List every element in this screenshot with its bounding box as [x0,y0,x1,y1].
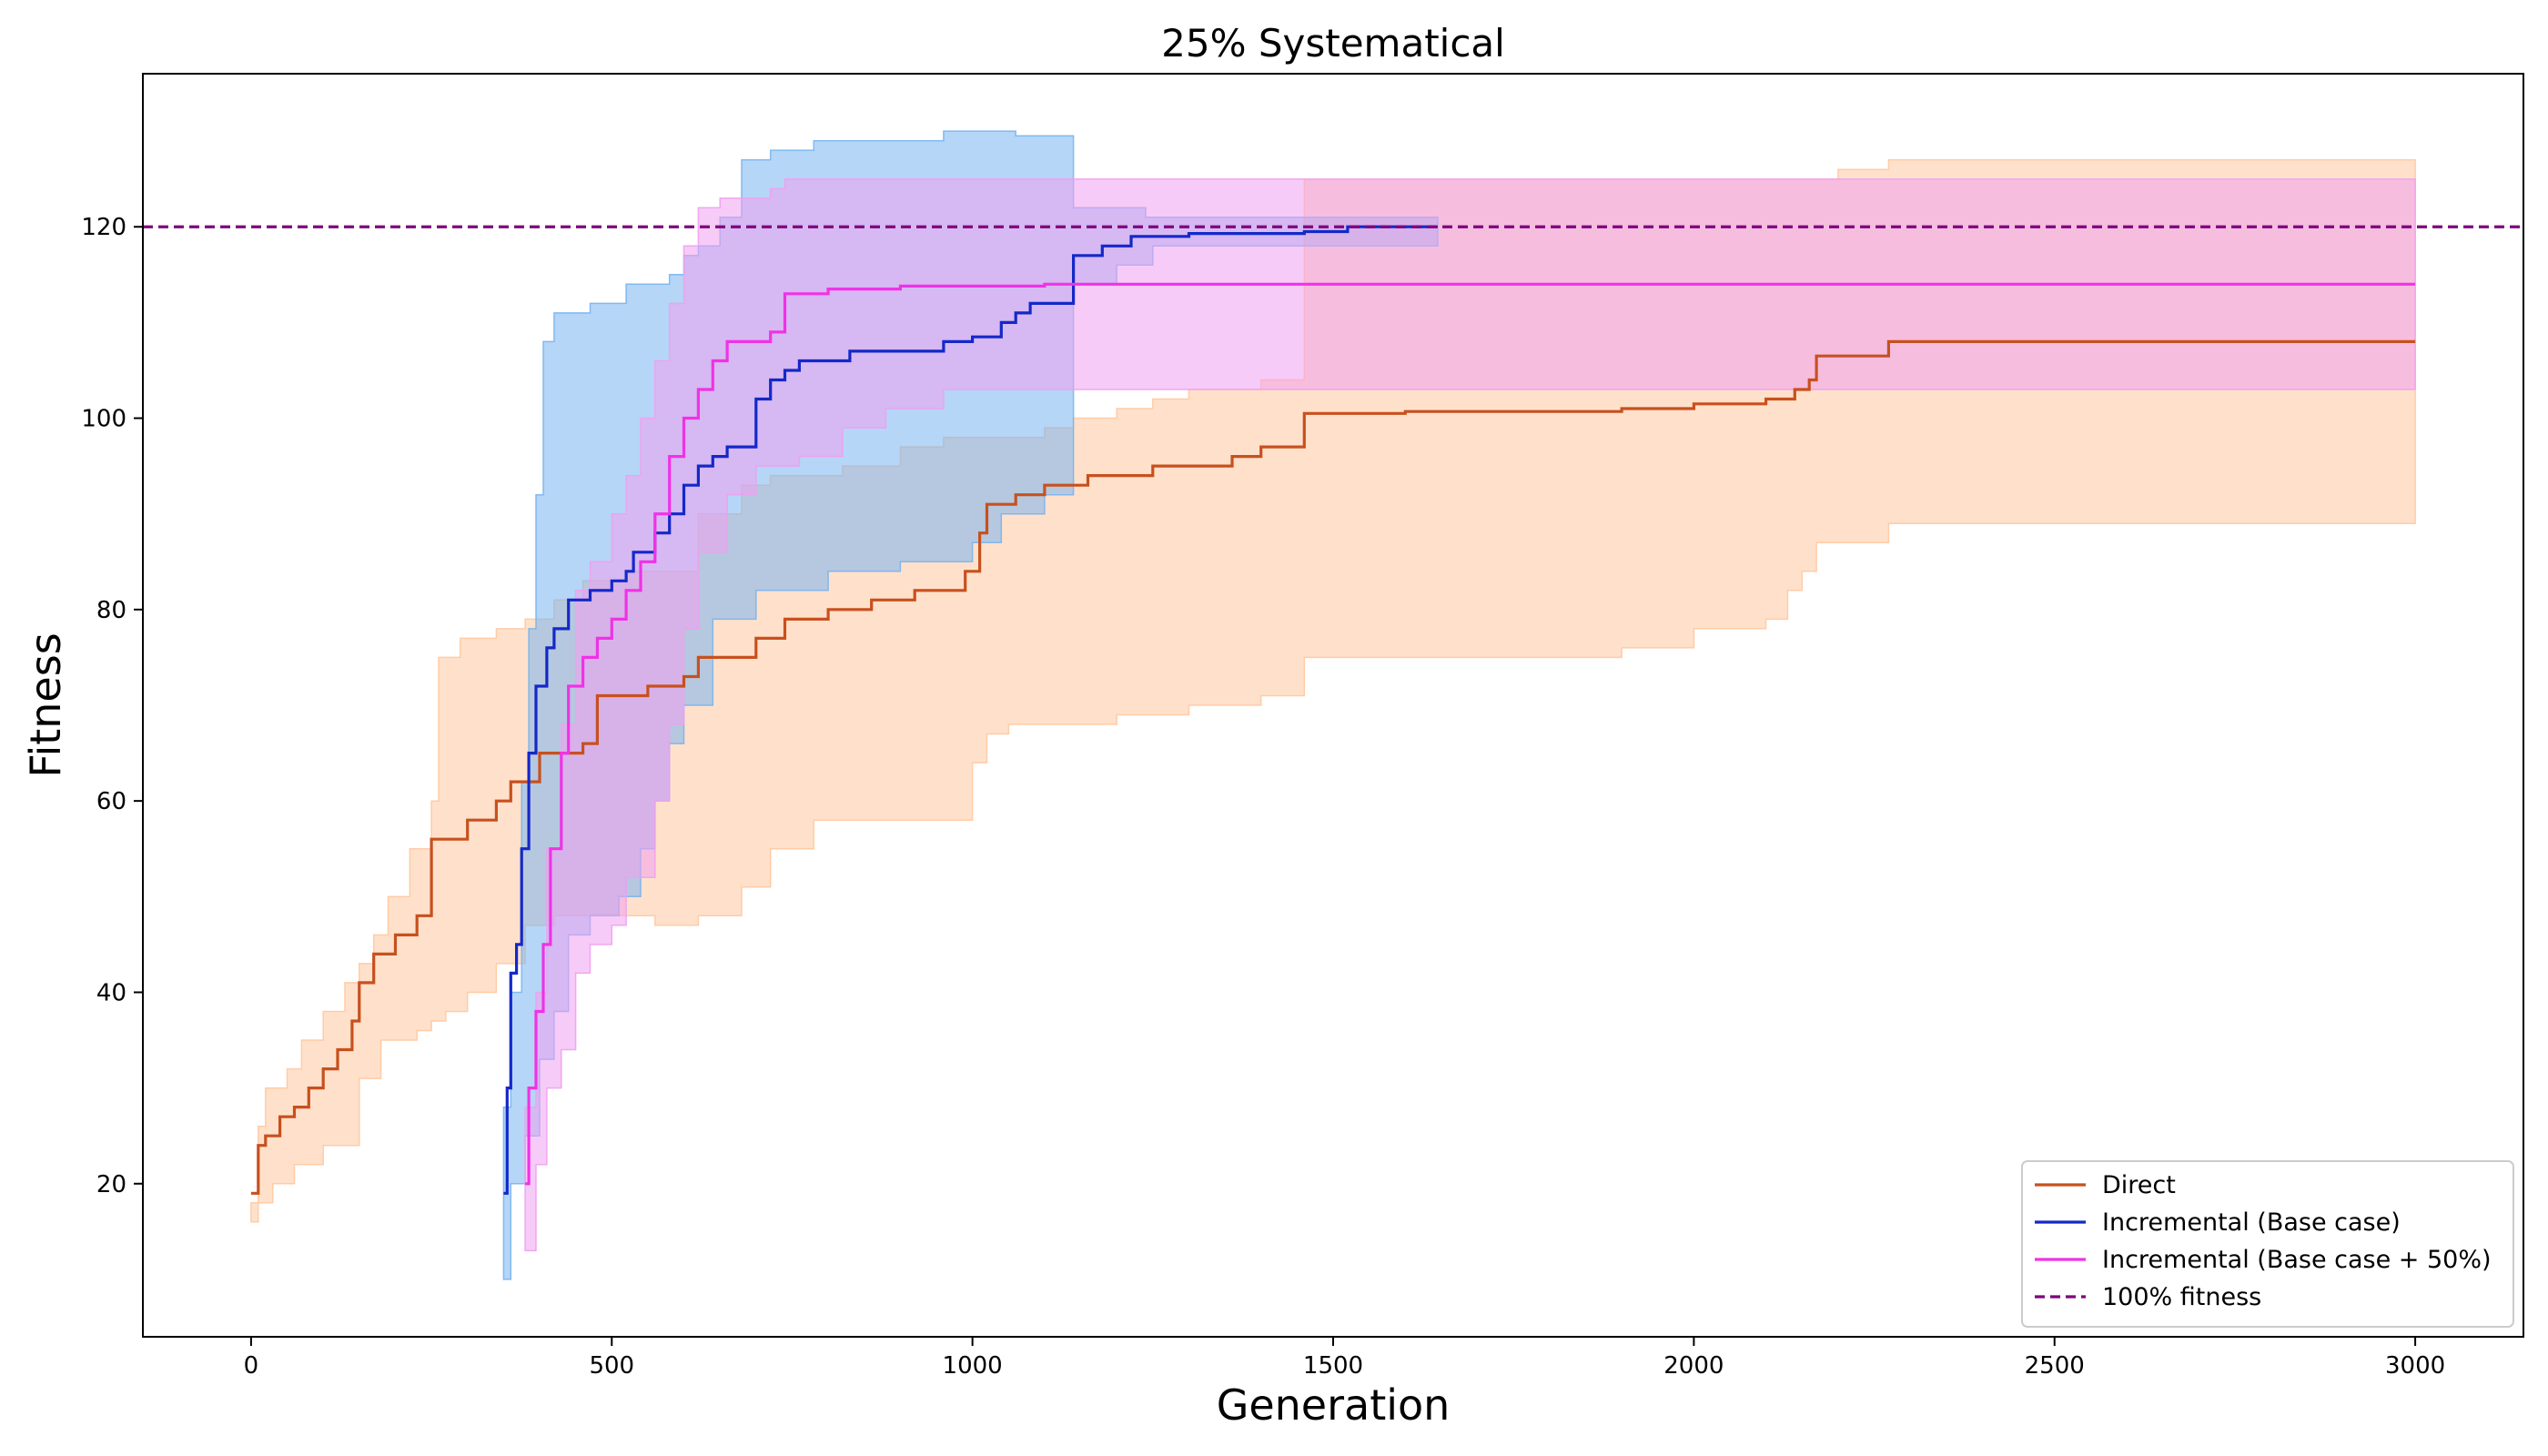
x-tick-label: 1000 [943,1352,1003,1380]
legend-label-direct: Direct [2102,1171,2176,1199]
y-tick-label: 20 [96,1171,126,1198]
x-tick-label: 0 [244,1352,259,1380]
y-tick-label: 80 [96,597,126,624]
legend-label-incremental-base-case: Incremental (Base case) [2102,1208,2401,1237]
line-incremental-base-case [503,225,1438,1195]
legend: Direct Incremental (Base case) Incremental… [2021,1160,2514,1328]
x-tick-label: 3000 [2385,1352,2445,1380]
band-incremental-base-case-50 [524,177,2416,1252]
legend-label-incremental-base-case-50: Incremental (Base case + 50%) [2102,1246,2492,1274]
axes: 0 500 1000 1500 2000 2500 3000 20 40 60 80 100 120 [81,73,2524,1380]
x-tick-label: 1500 [1303,1352,1363,1380]
x-tick-label: 2000 [1663,1352,1724,1380]
confidence-bands [250,130,2416,1280]
chart-title: 25% Systematical [1161,21,1505,66]
line-direct [250,339,2416,1195]
y-axis-title: Fitness [21,632,70,777]
y-tick-label: 40 [96,979,126,1006]
x-tick-label: 500 [589,1352,634,1380]
legend-label-100-fitness: 100% fitness [2102,1283,2261,1311]
x-axis-title: Generation [1217,1380,1451,1430]
y-tick-label: 100 [81,406,126,433]
y-tick-label: 120 [81,214,126,241]
line-incremental-base-case-50 [525,282,2416,1186]
y-tick-label: 60 [96,788,126,815]
legend-box [2021,1160,2514,1328]
x-tick-label: 2500 [2025,1352,2085,1380]
series-lines [143,225,2523,1195]
